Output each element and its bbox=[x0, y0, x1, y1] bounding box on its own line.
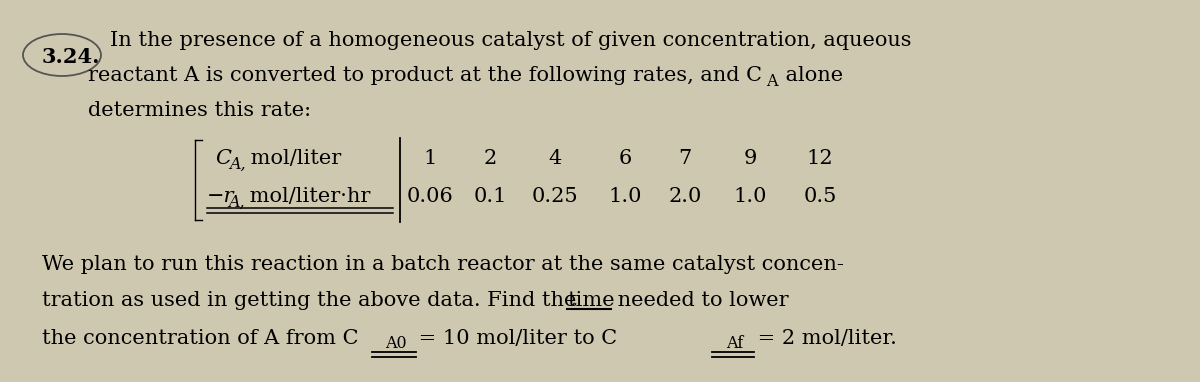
Text: the concentration of A from C: the concentration of A from C bbox=[42, 329, 359, 348]
Text: mol/liter: mol/liter bbox=[244, 149, 341, 167]
Text: alone: alone bbox=[779, 65, 844, 84]
Text: mol/liter·hr: mol/liter·hr bbox=[242, 186, 371, 206]
Text: = 2 mol/liter.: = 2 mol/liter. bbox=[751, 329, 896, 348]
Text: 2: 2 bbox=[484, 149, 497, 167]
Text: In the presence of a homogeneous catalyst of given concentration, aqueous: In the presence of a homogeneous catalys… bbox=[110, 31, 912, 50]
Text: needed to lower: needed to lower bbox=[611, 290, 788, 309]
Text: 9: 9 bbox=[743, 149, 757, 167]
Text: C: C bbox=[215, 149, 230, 167]
Text: = 10 mol/liter to C: = 10 mol/liter to C bbox=[412, 329, 617, 348]
Text: 1: 1 bbox=[424, 149, 437, 167]
Text: determines this rate:: determines this rate: bbox=[88, 100, 311, 120]
Text: −r: −r bbox=[208, 186, 234, 206]
Text: A0: A0 bbox=[385, 335, 407, 353]
Text: 0.5: 0.5 bbox=[803, 186, 836, 206]
Text: A: A bbox=[766, 73, 778, 89]
Text: tration as used in getting the above data. Find the: tration as used in getting the above dat… bbox=[42, 290, 583, 309]
Ellipse shape bbox=[23, 34, 101, 76]
Text: 1.0: 1.0 bbox=[608, 186, 642, 206]
Text: 7: 7 bbox=[678, 149, 691, 167]
Text: 4: 4 bbox=[548, 149, 562, 167]
Text: 0.06: 0.06 bbox=[407, 186, 454, 206]
Text: time: time bbox=[568, 290, 614, 309]
Text: 1.0: 1.0 bbox=[733, 186, 767, 206]
Text: 3.24.: 3.24. bbox=[42, 47, 101, 67]
Text: A,: A, bbox=[229, 155, 246, 173]
Text: 0.25: 0.25 bbox=[532, 186, 578, 206]
Text: 2.0: 2.0 bbox=[668, 186, 702, 206]
Text: reactant A is converted to product at the following rates, and C: reactant A is converted to product at th… bbox=[88, 65, 762, 84]
Text: 0.1: 0.1 bbox=[473, 186, 506, 206]
Text: 6: 6 bbox=[618, 149, 631, 167]
Text: Af: Af bbox=[726, 335, 743, 353]
Text: A,: A, bbox=[228, 194, 245, 210]
Text: 12: 12 bbox=[806, 149, 833, 167]
Text: We plan to run this reaction in a batch reactor at the same catalyst concen-: We plan to run this reaction in a batch … bbox=[42, 256, 844, 275]
